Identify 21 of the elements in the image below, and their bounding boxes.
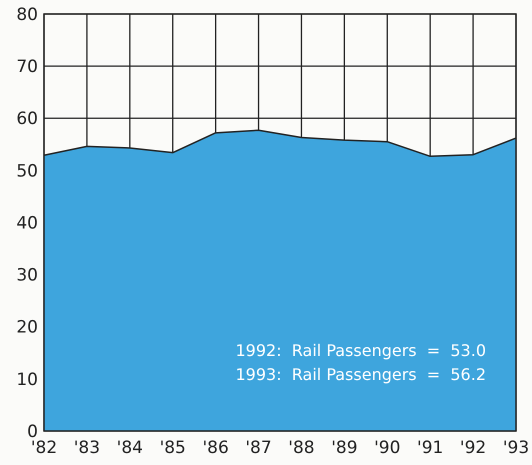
x-tick-label: '85 bbox=[160, 438, 186, 458]
annotation: 1993: Rail Passengers = 56.2 bbox=[235, 365, 486, 384]
x-tick-label: '84 bbox=[116, 438, 143, 458]
y-tick-label: 50 bbox=[16, 161, 38, 182]
y-tick-label: 30 bbox=[16, 266, 38, 286]
y-tick-label: 40 bbox=[16, 213, 38, 234]
y-tick-label: 60 bbox=[16, 109, 38, 130]
x-tick-label: '89 bbox=[331, 438, 358, 458]
x-tick-label: '91 bbox=[417, 438, 444, 458]
x-tick-label: '86 bbox=[202, 438, 229, 458]
x-tick-label: '93 bbox=[502, 438, 530, 458]
x-tick-label: '88 bbox=[288, 438, 315, 458]
annotation: 1992: Rail Passengers = 53.0 bbox=[235, 341, 486, 360]
y-tick-label: 10 bbox=[16, 370, 38, 390]
x-tick-label: '87 bbox=[245, 438, 272, 458]
y-tick-label: 70 bbox=[16, 57, 38, 78]
x-tick-label: '92 bbox=[460, 438, 486, 458]
x-tick-label: '90 bbox=[374, 438, 400, 458]
x-tick-label: '83 bbox=[74, 438, 100, 458]
y-tick-label: 80 bbox=[16, 4, 38, 25]
y-tick-label: 20 bbox=[16, 318, 38, 338]
